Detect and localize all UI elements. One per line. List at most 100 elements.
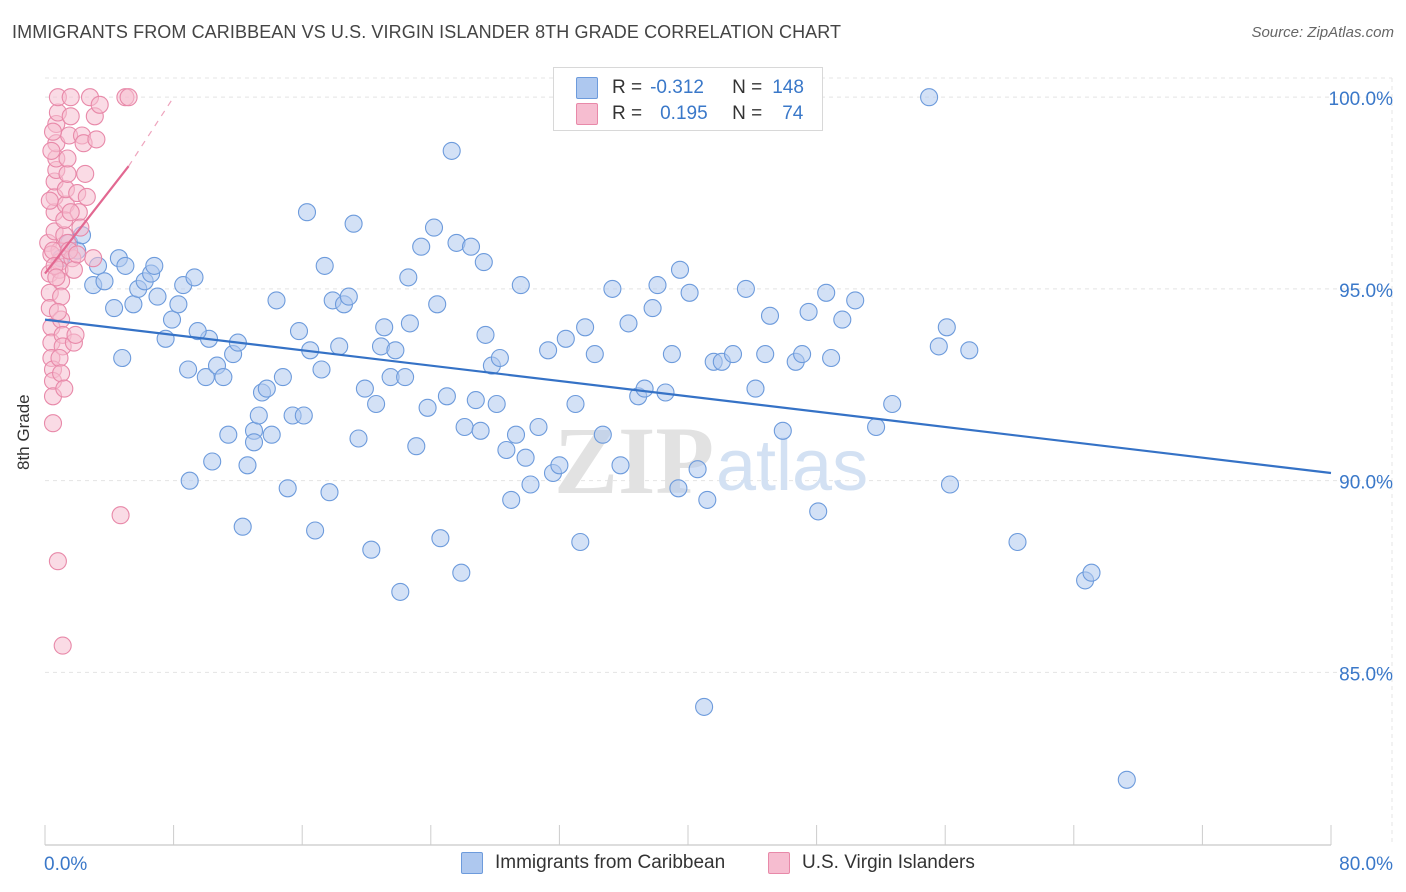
data-point: [511, 276, 530, 295]
data-point: [113, 348, 132, 368]
data-point: [391, 582, 410, 601]
data-point: [400, 314, 419, 333]
data-point: [61, 107, 80, 126]
data-point: [461, 237, 481, 256]
data-point: [670, 260, 690, 279]
data-point: [42, 141, 61, 160]
data-point: [55, 379, 74, 398]
data-point: [375, 318, 394, 337]
data-point: [576, 318, 595, 337]
data-point: [95, 272, 114, 291]
data-point: [399, 268, 418, 287]
data-point: [77, 187, 96, 206]
data-point: [349, 429, 368, 448]
data-point: [185, 268, 204, 287]
y-axis-label: 8th Grade: [14, 394, 33, 470]
data-point: [867, 417, 886, 437]
data-point: [111, 506, 130, 525]
data-point: [339, 287, 358, 306]
grid-lines: [45, 77, 1392, 673]
data-point: [162, 310, 182, 329]
data-point: [529, 417, 548, 437]
data-point: [249, 406, 268, 425]
y-tick-label: 90.0%: [1339, 473, 1393, 494]
trend-line-extension: [128, 96, 175, 167]
data-point: [294, 406, 313, 425]
data-point: [244, 433, 264, 452]
trend-line: [44, 318, 1332, 475]
legend-r-value: -0.312: [650, 77, 704, 98]
data-point: [502, 490, 521, 509]
legend-n-label: N =: [732, 103, 763, 124]
data-point: [736, 279, 755, 298]
data-point: [180, 471, 199, 490]
data-point: [455, 417, 474, 437]
data-point: [238, 456, 257, 475]
legend-label-virgin-islanders: U.S. Virgin Islanders: [802, 852, 975, 873]
data-point: [437, 387, 456, 406]
data-point: [289, 322, 309, 341]
x-tick-label: 0.0%: [44, 854, 87, 875]
legend-n-value: 74: [782, 103, 804, 124]
data-point: [937, 318, 956, 337]
data-point: [262, 425, 281, 444]
data-point: [431, 529, 450, 548]
data-point: [487, 394, 506, 414]
data-point: [822, 348, 841, 368]
data-point: [58, 164, 77, 183]
tick-labels: 100.0% 95.0% 90.0% 85.0% 0.0% 80.0%: [44, 89, 1393, 875]
data-point: [306, 521, 325, 540]
legend-swatch-caribbean: [461, 852, 483, 874]
data-point: [695, 697, 714, 716]
data-point: [669, 479, 688, 498]
data-point: [48, 302, 67, 321]
data-point: [793, 345, 812, 364]
data-point: [267, 291, 286, 310]
data-point: [603, 279, 622, 298]
data-point: [809, 502, 828, 521]
data-point: [105, 299, 124, 318]
data-point: [571, 532, 590, 552]
data-point: [497, 440, 516, 460]
data-point: [124, 295, 143, 314]
data-point: [52, 364, 71, 383]
legend-item-caribbean[interactable]: Immigrants from Caribbean: [461, 852, 725, 874]
data-point: [233, 517, 252, 536]
data-point: [273, 368, 292, 387]
legend-swatch-virgin-islanders: [576, 103, 598, 125]
data-point: [773, 421, 792, 440]
data-point: [148, 287, 167, 306]
data-point: [723, 345, 743, 364]
data-point: [960, 341, 979, 360]
data-point: [407, 437, 426, 456]
trend-lines: [44, 96, 1332, 475]
data-point: [680, 283, 699, 302]
data-point: [746, 379, 765, 398]
series-virgin-islanders-points: [39, 88, 138, 655]
data-point: [471, 421, 490, 440]
data-point: [52, 287, 71, 306]
data-point: [1082, 563, 1101, 582]
data-point: [257, 379, 276, 398]
legend-item-virgin-islanders[interactable]: U.S. Virgin Islanders: [768, 852, 975, 874]
data-point: [424, 218, 444, 237]
data-point: [833, 310, 852, 329]
data-point: [593, 425, 612, 444]
legend-r-label: R =: [612, 103, 643, 124]
data-point: [1117, 770, 1136, 789]
source-label: Source: ZipAtlas.com: [1251, 24, 1394, 41]
data-point: [53, 636, 72, 655]
legend-row-caribbean: R = -0.312 N = 148: [576, 76, 804, 100]
data-point: [84, 249, 103, 268]
legend-n-value: 148: [772, 77, 804, 98]
chart-title: IMMIGRANTS FROM CARIBBEAN VS U.S. VIRGIN…: [12, 22, 842, 42]
data-point: [490, 348, 509, 368]
data-point: [611, 456, 630, 475]
data-point: [116, 256, 135, 275]
data-point: [169, 295, 188, 314]
axes: [44, 78, 1393, 846]
data-point: [355, 379, 374, 398]
data-point: [883, 394, 902, 414]
series-legend: Immigrants from Caribbean U.S. Virgin Is…: [0, 852, 1406, 878]
data-point: [442, 141, 461, 160]
